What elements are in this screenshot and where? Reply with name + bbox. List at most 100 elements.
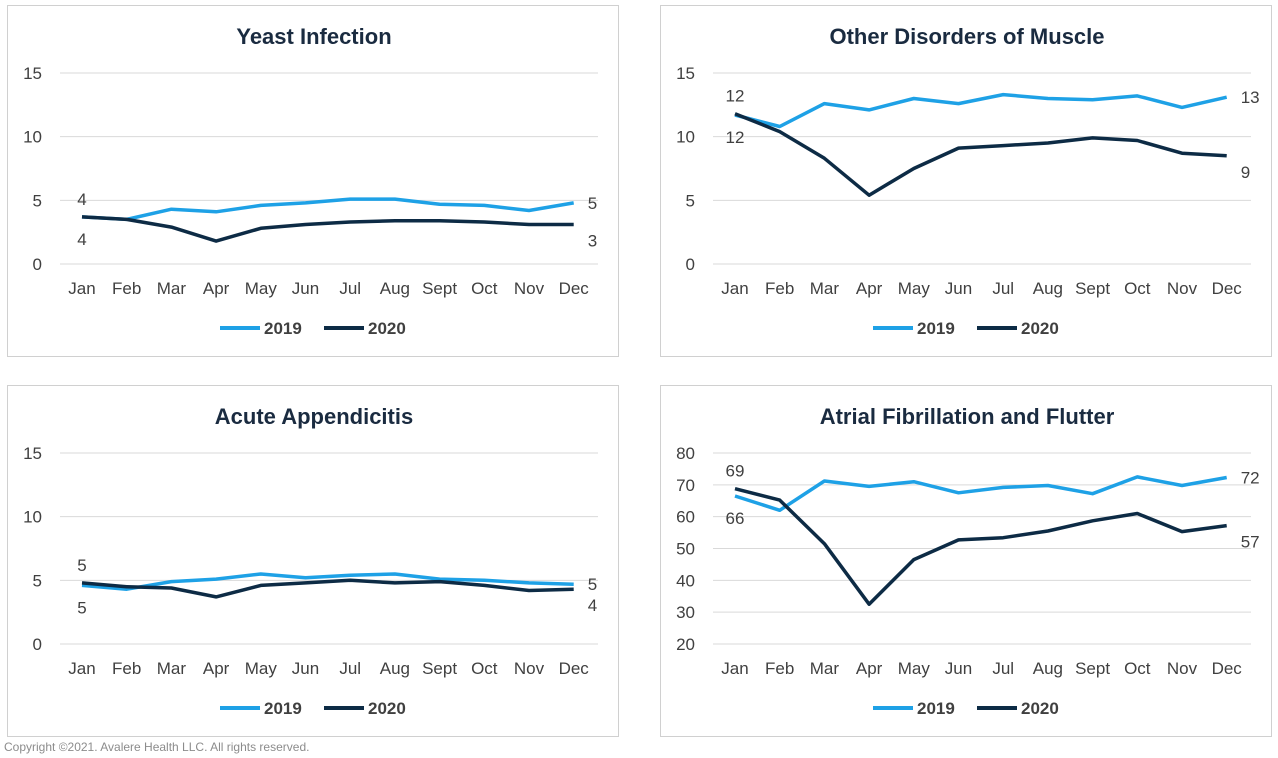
y-tick-label: 10 [676, 128, 695, 147]
x-tick-label: Mar [810, 659, 840, 678]
x-tick-label: Jan [68, 279, 95, 298]
x-tick-label: Apr [856, 279, 883, 298]
x-tick-label: Apr [856, 659, 883, 678]
x-tick-label: Apr [203, 659, 230, 678]
chart-svg: Atrial Fibrillation and Flutter 20 30 40 50 6… [676, 404, 1260, 718]
y-tick-label: 0 [33, 635, 42, 654]
chart-panel-other-disorders-of-muscle: Other Disorders of Muscle 0 5 10 15 Jan Feb Mar… [660, 5, 1272, 357]
series-line-2019 [81, 572, 574, 591]
x-tick-label: Feb [765, 279, 794, 298]
series-line-2020 [734, 112, 1227, 197]
legend-label-2020: 2020 [368, 699, 406, 718]
chart-title: Acute Appendicitis [215, 404, 413, 429]
chart-panel-yeast-infection: Yeast Infection 0 5 10 15 Jan Feb Mar Apr May Jun J… [7, 5, 619, 357]
data-label: 4 [588, 596, 597, 615]
x-tick-label: Jul [339, 659, 361, 678]
y-tick-label: 70 [676, 476, 695, 495]
x-tick-label: Nov [1167, 279, 1198, 298]
data-label: 66 [726, 509, 745, 528]
x-tick-label: May [898, 659, 931, 678]
x-tick-label: May [245, 659, 278, 678]
x-tick-label: Nov [1167, 659, 1198, 678]
x-tick-label: Sept [1075, 659, 1110, 678]
data-label: 5 [77, 556, 86, 575]
x-tick-label: Aug [1033, 279, 1063, 298]
data-label: 13 [1241, 88, 1260, 107]
chart-svg: Acute Appendicitis 0 5 10 15 Jan Feb Mar Apr May J… [23, 404, 598, 718]
data-label: 4 [77, 230, 86, 249]
chart-title: Yeast Infection [236, 24, 391, 49]
data-label: 12 [726, 128, 745, 147]
x-tick-label: Sept [1075, 279, 1110, 298]
y-tick-label: 5 [33, 191, 42, 210]
x-tick-label: Sept [422, 659, 457, 678]
y-tick-label: 10 [23, 128, 42, 147]
x-tick-label: Aug [380, 279, 410, 298]
legend-label-2020: 2020 [1021, 699, 1059, 718]
x-tick-label: Jul [992, 279, 1014, 298]
x-tick-label: Dec [1212, 279, 1243, 298]
legend-label-2019: 2019 [264, 699, 302, 718]
y-tick-label: 30 [676, 603, 695, 622]
y-tick-label: 5 [33, 571, 42, 590]
series-line-2019 [734, 92, 1228, 129]
legend-label-2020: 2020 [1021, 319, 1059, 338]
data-label: 4 [77, 190, 86, 209]
y-tick-label: 10 [23, 508, 42, 527]
x-tick-label: Jun [945, 659, 972, 678]
y-tick-label: 50 [676, 540, 695, 559]
x-tick-label: Nov [514, 659, 545, 678]
x-tick-label: Jan [68, 659, 95, 678]
x-tick-label: Mar [157, 279, 187, 298]
x-tick-label: May [898, 279, 931, 298]
x-tick-label: Jun [945, 279, 972, 298]
chart-panel-atrial-fibrillation: Atrial Fibrillation and Flutter 20 30 40 50 6… [660, 385, 1272, 737]
data-label: 5 [77, 598, 86, 617]
y-tick-label: 15 [23, 444, 42, 463]
data-label: 9 [1241, 163, 1250, 182]
y-tick-label: 0 [33, 255, 42, 274]
x-tick-label: Feb [112, 279, 141, 298]
y-tick-label: 40 [676, 571, 695, 590]
y-tick-label: 60 [676, 508, 695, 527]
data-label: 69 [726, 462, 745, 481]
x-tick-label: Dec [559, 659, 590, 678]
y-tick-label: 15 [23, 64, 42, 83]
x-tick-label: Sept [422, 279, 457, 298]
data-label: 5 [588, 194, 597, 213]
series-line-2019 [81, 197, 574, 222]
series-line-2020 [81, 578, 574, 599]
series-line-2019 [734, 475, 1228, 513]
x-tick-label: Jan [721, 659, 748, 678]
x-tick-label: Aug [1033, 659, 1063, 678]
chart-svg: Other Disorders of Muscle 0 5 10 15 Jan Feb Mar… [676, 24, 1260, 338]
x-tick-label: Jun [292, 279, 319, 298]
x-tick-label: Nov [514, 279, 545, 298]
y-tick-label: 20 [676, 635, 695, 654]
chart-title: Other Disorders of Muscle [829, 24, 1104, 49]
x-tick-label: Mar [810, 279, 840, 298]
data-label: 5 [588, 575, 597, 594]
x-tick-label: Feb [765, 659, 794, 678]
x-tick-label: Jun [292, 659, 319, 678]
legend-label-2019: 2019 [264, 319, 302, 338]
y-tick-label: 5 [686, 191, 695, 210]
x-tick-label: Oct [1124, 659, 1151, 678]
data-label: 72 [1241, 469, 1260, 488]
data-label: 3 [588, 232, 597, 251]
y-tick-label: 80 [676, 444, 695, 463]
x-tick-label: Apr [203, 279, 230, 298]
y-tick-label: 0 [686, 255, 695, 274]
x-tick-label: Mar [157, 659, 187, 678]
chart-title: Atrial Fibrillation and Flutter [820, 404, 1115, 429]
series-line-2020 [81, 215, 574, 243]
x-tick-label: May [245, 279, 278, 298]
data-label: 12 [726, 87, 745, 106]
x-tick-label: Oct [471, 659, 498, 678]
data-label: 57 [1241, 533, 1260, 552]
x-tick-label: Jul [339, 279, 361, 298]
x-tick-label: Oct [1124, 279, 1151, 298]
series-line-2020 [734, 487, 1227, 606]
copyright-text: Copyright ©2021. Avalere Health LLC. All… [4, 740, 310, 754]
x-tick-label: Jul [992, 659, 1014, 678]
